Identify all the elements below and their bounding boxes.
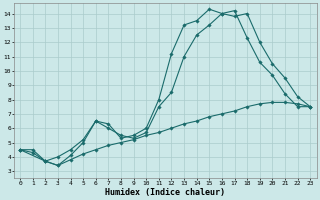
X-axis label: Humidex (Indice chaleur): Humidex (Indice chaleur)	[105, 188, 225, 197]
